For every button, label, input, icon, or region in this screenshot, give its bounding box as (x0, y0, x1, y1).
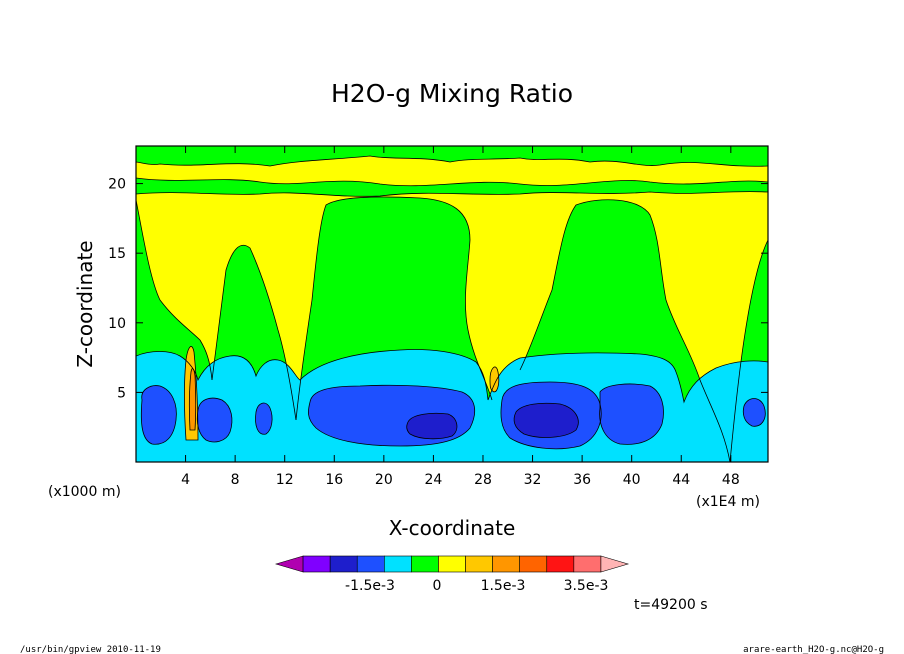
x-tick-label: 20 (375, 472, 393, 488)
x-unit-left: (x1000 m) (48, 484, 121, 500)
field-green-top (136, 146, 768, 167)
field-blue-7 (743, 398, 766, 427)
plot-area (135, 145, 769, 463)
field-green-band (136, 178, 768, 197)
x-axis-label: X-coordinate (389, 516, 516, 540)
plot-frame (135, 145, 769, 463)
y-tick-label: 15 (108, 246, 126, 262)
x-tick-label: 40 (623, 472, 641, 488)
x-tick-label: 28 (474, 472, 492, 488)
x-unit-right: (x1E4 m) (696, 494, 760, 510)
x-tick-label: 32 (524, 472, 542, 488)
x-tick-label: 16 (325, 472, 343, 488)
field-blue-1 (141, 385, 177, 445)
x-tick-label: 4 (181, 472, 190, 488)
x-tick-label: 48 (722, 472, 740, 488)
field-plume-core (188, 368, 197, 431)
colorbar-swatch (329, 555, 358, 573)
y-axis: 5 10 15 20 (108, 177, 768, 401)
contour-lines (136, 155, 768, 462)
colorbar-tick-label: -1.5e-3 (345, 578, 395, 594)
x-tick-label: 44 (672, 472, 690, 488)
x-tick-label: 24 (424, 472, 442, 488)
x-tick-label: 8 (231, 472, 240, 488)
field-blue-3 (255, 403, 273, 435)
footer-left: /usr/bin/gpview 2010-11-19 (20, 645, 161, 654)
y-axis-label: Z-coordinate (73, 240, 97, 367)
colorbar-swatch (465, 555, 493, 573)
colorbar-swatch (384, 555, 412, 573)
colorbar-swatch (302, 555, 331, 573)
colorbar-swatch (438, 555, 466, 573)
colorbar-arrow-right (600, 555, 630, 573)
colorbar-swatch (573, 555, 602, 573)
colorbar-swatch (546, 555, 575, 573)
x-tick-label: 12 (276, 472, 294, 488)
colorbar-tick-label: 0 (433, 578, 442, 594)
footer-right: arare-earth_H2O-g.nc@H2O-g (743, 645, 884, 654)
y-tick-label: 10 (108, 316, 126, 332)
colorbar-arrow-left (274, 555, 304, 573)
colorbar-labels: -1.5e-3 0 1.5e-3 3.5e-3 (345, 578, 608, 594)
colorbar-swatch (411, 555, 439, 573)
time-label: t=49200 s (634, 597, 708, 613)
field-blue-2 (197, 398, 232, 442)
field-blue-6 (599, 384, 664, 445)
colorbar-swatch (492, 555, 520, 573)
field-yellow-blob (489, 366, 500, 393)
x-tick-label: 36 (573, 472, 591, 488)
colorbar-swatch (519, 555, 548, 573)
x-axis: 4 8 12 16 20 24 28 32 36 40 44 48 (181, 146, 740, 488)
colorbar-tick-label: 3.5e-3 (564, 578, 609, 594)
field-darkblue-1 (406, 413, 457, 439)
y-tick-label: 20 (108, 177, 126, 193)
colorbar (274, 555, 630, 573)
colorbar-swatch (356, 555, 385, 573)
chart-title: H2O-g Mixing Ratio (331, 79, 573, 108)
colorbar-tick-label: 1.5e-3 (481, 578, 526, 594)
field-darkblue-2 (514, 403, 579, 438)
y-tick-label: 5 (117, 385, 126, 401)
